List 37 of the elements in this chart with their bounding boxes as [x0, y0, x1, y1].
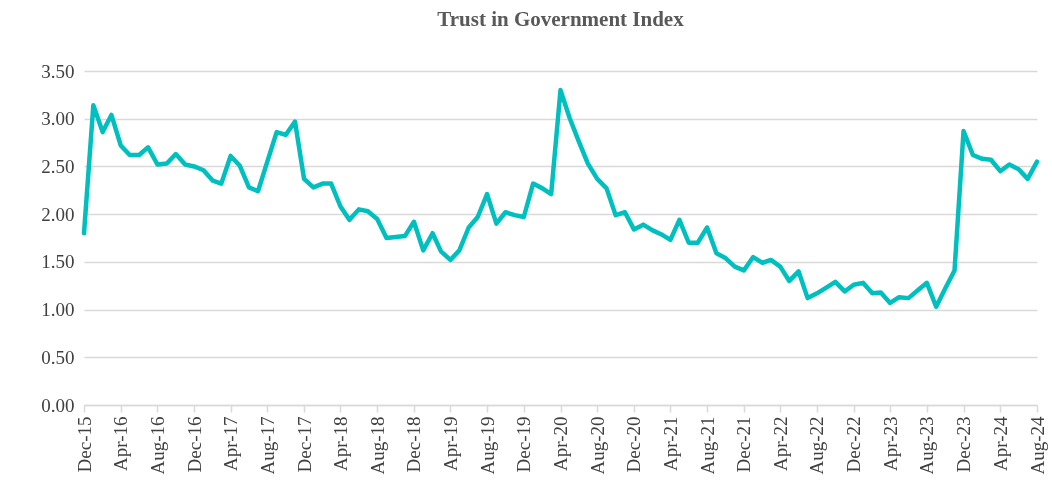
- y-tick-label: 2.50: [41, 155, 75, 177]
- x-tick-label: Apr-24: [989, 416, 1011, 471]
- x-tick-label: Dec-20: [623, 416, 645, 473]
- y-tick-label: 3.00: [41, 108, 75, 130]
- x-tick-label: Dec-15: [73, 416, 95, 473]
- chart-title: Trust in Government Index: [437, 7, 685, 31]
- y-tick-label: 3.50: [41, 60, 75, 82]
- line-series: [81, 87, 1040, 309]
- x-tick-label: Aug-24: [1026, 416, 1048, 475]
- x-tick-label: Dec-23: [953, 416, 975, 473]
- y-tick-label: 1.00: [41, 299, 75, 321]
- x-tick-label: Apr-23: [879, 416, 901, 471]
- x-tick-label: Aug-19: [476, 416, 498, 475]
- x-tick-label: Apr-20: [550, 416, 571, 471]
- y-tick-label: 0.00: [41, 394, 75, 416]
- x-tick-label: Aug-23: [916, 416, 938, 475]
- x-tick-label: Aug-18: [366, 416, 388, 475]
- x-tick-label: Dec-21: [733, 416, 755, 473]
- x-tick-label: Aug-22: [806, 416, 828, 475]
- x-tick-label: Dec-22: [843, 416, 865, 473]
- x-tick-label: Dec-16: [183, 416, 205, 473]
- x-tick-label: Apr-17: [220, 416, 242, 471]
- x-tick-label: Dec-17: [293, 416, 315, 473]
- x-tick-label: Aug-17: [256, 416, 278, 475]
- x-tick-label: Aug-21: [696, 416, 718, 475]
- x-tick-label: Apr-21: [659, 416, 681, 471]
- x-tick-label: Dec-19: [513, 416, 535, 473]
- x-tick-label: Aug-20: [586, 416, 608, 475]
- x-tick-label: Apr-16: [110, 416, 132, 471]
- x-tick-label: Apr-18: [329, 416, 351, 471]
- x-tick-label: Dec-18: [403, 416, 425, 473]
- y-tick-label: 2.00: [41, 203, 75, 225]
- x-tick-label: Apr-22: [769, 416, 791, 471]
- x-tick-label: Aug-16: [146, 416, 168, 475]
- x-tick-label: Apr-19: [439, 416, 461, 471]
- y-tick-label: 0.50: [41, 346, 75, 368]
- y-tick-label: 1.50: [41, 251, 75, 273]
